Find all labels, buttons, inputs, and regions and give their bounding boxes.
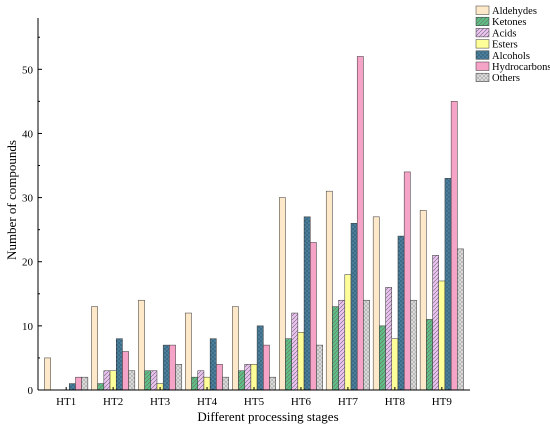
bar-ht3-acids bbox=[150, 370, 158, 391]
bar-ht5-others bbox=[269, 376, 276, 391]
bar-ht7-acids bbox=[338, 299, 346, 391]
y-tick-label: 20 bbox=[22, 257, 34, 269]
bar-ht6-aldehydes bbox=[279, 197, 286, 391]
bar-ht8-aldehydes bbox=[372, 216, 380, 391]
bar-ht6-ketones bbox=[285, 338, 292, 391]
bar-ht7-others bbox=[363, 299, 370, 391]
x-tick-label-ht3: HT3 bbox=[150, 396, 171, 408]
bar-ht8-acids bbox=[385, 287, 393, 391]
bar-ht7-alcohols bbox=[350, 222, 358, 391]
bar-ht8-esters bbox=[391, 338, 399, 391]
bar-ht9-acids bbox=[432, 255, 439, 391]
bar-ht6-hydrocarbons bbox=[310, 242, 317, 391]
bar-ht9-others bbox=[457, 248, 464, 391]
legend-swatch-aldehydes bbox=[475, 5, 490, 15]
legend-label-ketones: Ketones bbox=[492, 17, 526, 28]
y-tick-label: 10 bbox=[22, 321, 34, 333]
legend-label-others: Others bbox=[492, 73, 520, 84]
bar-ht5-hydrocarbons bbox=[263, 344, 270, 391]
bar-ht5-acids bbox=[244, 364, 252, 391]
bar-ht7-esters bbox=[344, 274, 352, 391]
axes-layer: 0 10 20 30 40 50 HT1 HT2 HT3 HT4 HT5 HT6 HT7 HT8 HT9 bbox=[22, 18, 470, 408]
bars-layer bbox=[44, 56, 464, 391]
x-tick-label-ht2: HT2 bbox=[103, 396, 123, 408]
x-tick-label-ht6: HT6 bbox=[291, 396, 312, 408]
legend-swatch-acids bbox=[475, 28, 490, 38]
bar-ht6-alcohols bbox=[303, 216, 311, 391]
bar-ht3-alcohols bbox=[162, 344, 170, 391]
x-axis-title: Different processing stages bbox=[197, 409, 338, 424]
bar-ht4-ketones bbox=[191, 376, 198, 391]
bar-ht3-aldehydes bbox=[138, 299, 145, 391]
bar-ht4-aldehydes bbox=[185, 312, 192, 391]
bar-ht2-ketones bbox=[97, 383, 105, 391]
y-tick-label: 0 bbox=[28, 385, 34, 397]
x-tick-label-ht7: HT7 bbox=[338, 396, 359, 408]
x-tick-label-ht4: HT4 bbox=[197, 396, 218, 408]
bar-ht7-hydrocarbons bbox=[356, 56, 364, 391]
bar-ht5-aldehydes bbox=[232, 306, 239, 391]
legend-swatch-ketones bbox=[475, 16, 490, 26]
bar-ht1-hydrocarbons bbox=[75, 376, 82, 391]
bar-ht2-acids bbox=[103, 370, 111, 391]
bar-ht3-hydrocarbons bbox=[169, 344, 176, 391]
bar-ht2-others bbox=[128, 370, 136, 391]
bar-ht6-acids bbox=[291, 312, 299, 391]
bar-ht5-esters bbox=[250, 364, 258, 391]
y-tick-label: 30 bbox=[22, 193, 34, 205]
legend: AldehydesKetonesAcidsEstersAlcoholsHydro… bbox=[475, 5, 550, 84]
bar-ht6-others bbox=[316, 344, 323, 391]
bar-ht8-others bbox=[410, 299, 417, 391]
bar-ht9-alcohols bbox=[444, 178, 452, 391]
bar-ht2-hydrocarbons bbox=[122, 351, 129, 391]
bar-ht7-aldehydes bbox=[325, 190, 333, 391]
bar-ht8-hydrocarbons bbox=[403, 171, 411, 391]
legend-label-acids: Acids bbox=[492, 28, 517, 39]
bar-ht1-aldehydes bbox=[44, 357, 51, 391]
bar-ht9-aldehydes bbox=[419, 210, 427, 391]
x-tick-label-ht8: HT8 bbox=[385, 396, 406, 408]
legend-swatch-others bbox=[475, 72, 490, 82]
bar-ht8-ketones bbox=[379, 325, 386, 391]
y-tick-label: 40 bbox=[22, 128, 34, 140]
legend-label-aldehydes: Aldehydes bbox=[492, 6, 537, 17]
bar-ht3-others bbox=[175, 364, 183, 391]
bar-ht4-others bbox=[222, 376, 229, 391]
bar-ht4-acids bbox=[197, 370, 205, 391]
bar-ht2-alcohols bbox=[115, 338, 123, 391]
bar-ht2-aldehydes bbox=[91, 306, 98, 391]
x-tick-label-ht5: HT5 bbox=[244, 396, 265, 408]
bar-ht4-hydrocarbons bbox=[216, 364, 223, 391]
y-axis-title: Number of compounds bbox=[4, 140, 19, 260]
bar-ht6-esters bbox=[297, 332, 305, 391]
y-tick-label: 50 bbox=[22, 64, 34, 76]
legend-swatch-esters bbox=[475, 39, 490, 49]
bar-ht7-ketones bbox=[332, 306, 339, 391]
x-tick-label-ht1: HT1 bbox=[56, 396, 76, 408]
bar-ht9-esters bbox=[438, 280, 446, 391]
bar-ht5-ketones bbox=[238, 370, 245, 391]
bar-ht1-alcohols bbox=[69, 383, 76, 391]
legend-label-esters: Esters bbox=[492, 40, 518, 51]
legend-label-hydrocarbons: Hydrocarbons bbox=[492, 62, 550, 73]
legend-label-alcohols: Alcohols bbox=[492, 51, 530, 62]
legend-swatch-alcohols bbox=[475, 50, 490, 60]
bar-ht9-ketones bbox=[426, 319, 433, 391]
bar-ht8-alcohols bbox=[397, 235, 405, 391]
bar-ht9-hydrocarbons bbox=[450, 101, 458, 391]
bar-ht5-alcohols bbox=[256, 325, 264, 391]
x-tick-label-ht9: HT9 bbox=[432, 396, 453, 408]
bar-ht3-ketones bbox=[144, 370, 152, 391]
bar-ht1-others bbox=[81, 376, 89, 391]
legend-swatch-hydrocarbons bbox=[475, 61, 490, 71]
bar-ht4-alcohols bbox=[209, 338, 217, 391]
